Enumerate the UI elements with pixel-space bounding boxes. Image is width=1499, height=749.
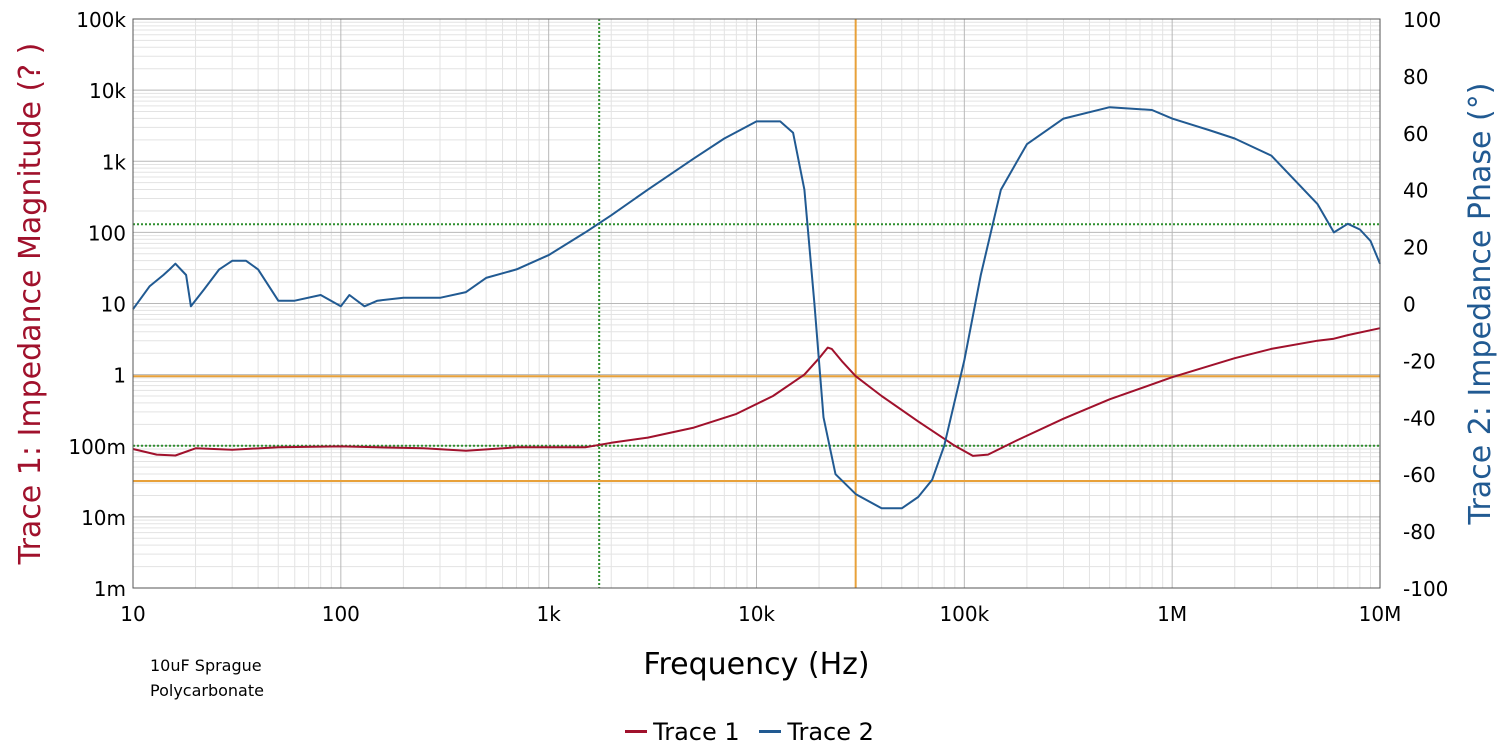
x-tick-label: 100 [322,602,360,626]
y-right-tick-label: -60 [1403,463,1436,487]
y-right-tick-label: 0 [1403,293,1416,317]
y-left-tick-label: 100 [88,221,126,245]
y-left-tick-label: 1m [94,577,126,601]
y-left-tick-label: 1k [102,150,127,174]
y-right-tick-label: 40 [1403,179,1428,203]
annotation-line-1: 10uF Sprague [150,656,262,675]
legend-item-trace-1[interactable]: Trace 1 [625,718,740,746]
y-right-tick-label: 80 [1403,65,1428,89]
y-left-tick-label: 1 [113,364,126,388]
series-line-trace-2 [132,106,1381,510]
plot-grid [132,18,1381,589]
legend-label-trace-1: Trace 1 [653,717,740,746]
y-right-tick-label: -40 [1403,406,1436,430]
x-tick-label: 10k [738,602,775,626]
y-right-tick-label: -80 [1403,520,1436,544]
y-right-tick-label: 20 [1403,236,1428,260]
y-left-tick-label: 100m [68,435,126,459]
y-right-tick-label: -100 [1403,577,1448,601]
y-left-axis-title: Trace 1: Impedance Magnitude (? ) [13,43,48,566]
x-tick-label: 100k [939,602,989,626]
y-right-tick-label: 60 [1403,122,1428,146]
y-right-tick-label: -20 [1403,349,1436,373]
x-tick-label: 10 [120,602,145,626]
legend-item-trace-2[interactable]: Trace 2 [759,718,874,746]
data-series [132,106,1381,510]
y-left-tick-label: 10 [101,293,126,317]
legend-swatch-trace-1 [625,730,648,733]
chart-annotation: 10uF Sprague Polycarbonate [150,653,264,703]
y-left-tick-label: 10k [89,79,126,103]
y-left-tick-label: 100k [76,8,126,32]
x-axis-title: Frequency (Hz) [643,647,869,682]
plot-frame [132,18,1381,589]
tick-labels: 10 100 1k 10k 100k 1M 10M 1m 10m 100m 1 10 100 1k 10k 1… [68,8,1448,626]
y-right-axis-title: Trace 2: Impedance Phase (°) [1463,83,1498,526]
annotation-line-2: Polycarbonate [150,681,264,700]
legend-swatch-trace-2 [759,730,782,733]
legend-label-trace-2: Trace 2 [787,717,874,746]
x-tick-label: 1k [537,602,562,626]
legend: Trace 1 Trace 2 [0,711,1499,746]
x-tick-label: 10M [1359,602,1402,626]
y-left-tick-label: 10m [81,506,126,530]
y-right-tick-label: 100 [1403,8,1441,32]
x-tick-label: 1M [1157,602,1187,626]
